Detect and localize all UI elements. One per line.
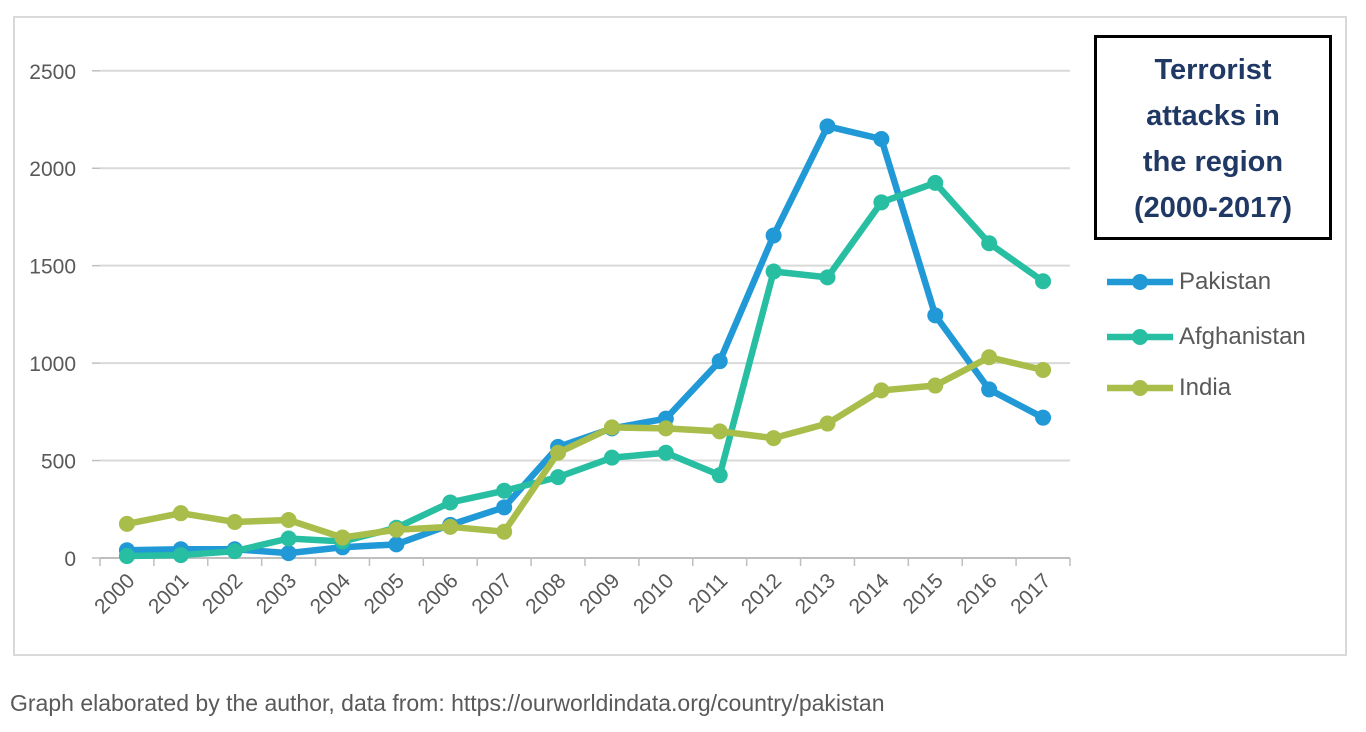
data-point-india-2009 bbox=[603, 419, 620, 436]
data-point-afghanistan-2002 bbox=[226, 543, 243, 560]
data-point-afghanistan-2009 bbox=[603, 449, 620, 466]
source-caption: Graph elaborated by the author, data fro… bbox=[10, 690, 885, 716]
x-axis-label: 2005 bbox=[360, 569, 409, 618]
data-point-afghanistan-2008 bbox=[550, 469, 567, 486]
data-point-afghanistan-2001 bbox=[172, 547, 189, 564]
data-point-afghanistan-2007 bbox=[496, 482, 513, 499]
data-point-india-2014 bbox=[873, 382, 890, 399]
legend-swatch-icon bbox=[1107, 380, 1173, 396]
data-point-pakistan-2013 bbox=[819, 118, 836, 135]
data-point-pakistan-2017 bbox=[1035, 409, 1052, 426]
data-point-afghanistan-2014 bbox=[873, 194, 890, 211]
data-point-pakistan-2003 bbox=[280, 545, 297, 562]
x-axis-label: 2007 bbox=[467, 569, 516, 618]
chart-title-line: the region bbox=[1142, 146, 1284, 178]
chart-title-line: attacks in bbox=[1146, 100, 1280, 132]
legend-label: Pakistan bbox=[1179, 268, 1272, 295]
data-point-india-2011 bbox=[711, 423, 728, 440]
legend-item-pakistan: Pakistan bbox=[1104, 268, 1272, 295]
x-axis-label: 2012 bbox=[737, 569, 786, 618]
data-point-afghanistan-2010 bbox=[657, 444, 674, 461]
legend-swatch-icon bbox=[1107, 329, 1173, 345]
data-point-india-2013 bbox=[819, 415, 836, 432]
data-point-india-2015 bbox=[927, 377, 944, 394]
x-axis-label: 2017 bbox=[1006, 569, 1055, 618]
legend-label: Afghanistan bbox=[1179, 323, 1306, 350]
series-line-afghanistan bbox=[123, 179, 1047, 560]
data-point-afghanistan-2017 bbox=[1035, 273, 1052, 290]
x-axis-label: 2016 bbox=[952, 569, 1001, 618]
data-point-afghanistan-2003 bbox=[280, 530, 297, 547]
x-axis-label: 2015 bbox=[899, 569, 948, 618]
x-axis-label: 2006 bbox=[414, 569, 463, 618]
data-point-pakistan-2015 bbox=[927, 307, 944, 324]
data-point-afghanistan-2006 bbox=[442, 494, 459, 511]
data-point-india-2004 bbox=[334, 529, 351, 546]
y-axis-label: 2500 bbox=[29, 61, 76, 84]
x-axis-label: 2011 bbox=[684, 569, 732, 617]
data-point-afghanistan-2015 bbox=[927, 174, 944, 191]
data-point-india-2012 bbox=[765, 430, 782, 447]
data-point-india-2017 bbox=[1035, 361, 1052, 378]
x-axis-label: 2004 bbox=[306, 569, 356, 619]
data-point-india-2010 bbox=[657, 420, 674, 437]
data-point-pakistan-2016 bbox=[981, 381, 998, 398]
chart-title-line: Terrorist bbox=[1154, 54, 1272, 86]
y-axis-label: 1000 bbox=[29, 353, 76, 376]
series-line-india bbox=[123, 354, 1047, 541]
data-point-india-2016 bbox=[981, 349, 998, 366]
data-point-india-2008 bbox=[550, 444, 567, 461]
data-point-india-2006 bbox=[442, 518, 459, 535]
y-axis-label: 500 bbox=[41, 451, 76, 474]
chart-title-box: Terrorist attacks in the region (2000-20… bbox=[1094, 35, 1332, 240]
data-point-afghanistan-2012 bbox=[765, 263, 782, 280]
legend-label: India bbox=[1179, 374, 1232, 401]
data-point-india-2001 bbox=[172, 505, 189, 522]
data-point-india-2000 bbox=[118, 515, 135, 532]
data-point-pakistan-2011 bbox=[711, 353, 728, 370]
data-point-pakistan-2014 bbox=[873, 131, 890, 148]
data-point-pakistan-2007 bbox=[496, 499, 513, 516]
y-axis-label: 1500 bbox=[29, 256, 76, 279]
data-point-afghanistan-2016 bbox=[981, 235, 998, 252]
data-point-india-2002 bbox=[226, 513, 243, 530]
data-point-afghanistan-2011 bbox=[711, 467, 728, 484]
legend-swatch-icon bbox=[1107, 274, 1173, 290]
data-point-india-2005 bbox=[388, 521, 405, 538]
legend-item-afghanistan: Afghanistan bbox=[1104, 323, 1306, 350]
data-point-afghanistan-2000 bbox=[118, 548, 135, 565]
x-axis-label: 2013 bbox=[791, 569, 840, 618]
data-point-india-2003 bbox=[280, 511, 297, 528]
x-axis-label: 2009 bbox=[575, 569, 624, 618]
y-axis-label: 2000 bbox=[29, 158, 76, 181]
data-point-pakistan-2005 bbox=[388, 536, 405, 553]
x-axis-label: 2002 bbox=[198, 569, 247, 618]
data-point-pakistan-2012 bbox=[765, 227, 782, 244]
chart-title-line: (2000-2017) bbox=[1134, 192, 1292, 224]
data-point-afghanistan-2013 bbox=[819, 269, 836, 286]
data-point-india-2007 bbox=[496, 523, 513, 540]
y-axis-label: 0 bbox=[64, 548, 76, 571]
x-axis-label: 2000 bbox=[90, 569, 139, 618]
x-axis-label: 2003 bbox=[252, 569, 301, 618]
x-axis-label: 2014 bbox=[845, 569, 895, 619]
legend-item-india: India bbox=[1104, 374, 1232, 401]
x-axis-label: 2001 bbox=[144, 569, 193, 618]
x-axis-label: 2008 bbox=[521, 569, 570, 618]
x-axis-label: 2010 bbox=[629, 569, 678, 618]
